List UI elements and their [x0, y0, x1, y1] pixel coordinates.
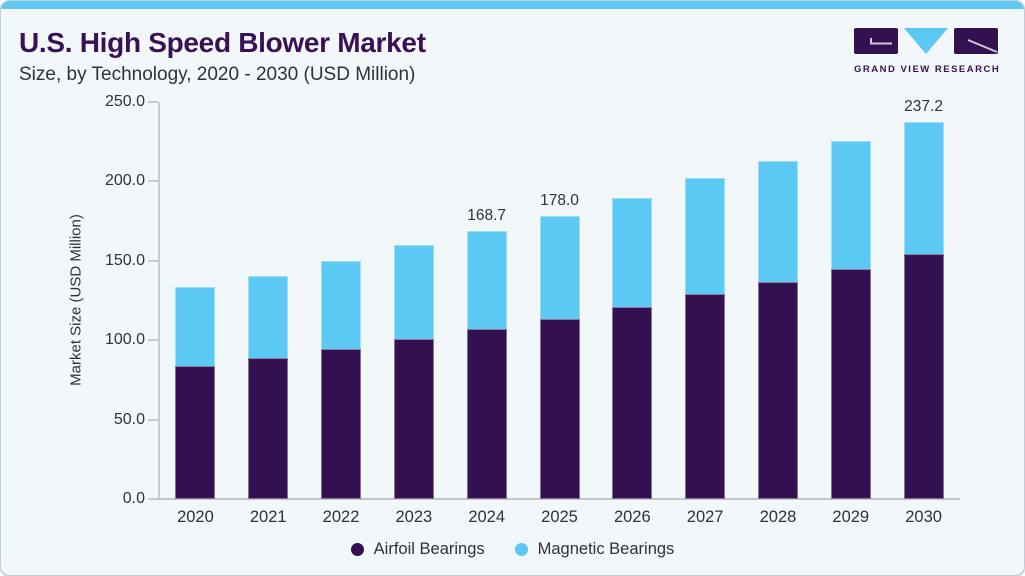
y-tick — [148, 101, 158, 103]
header: U.S. High Speed Blower Market Size, by T… — [19, 27, 426, 86]
x-axis-label-2026: 2026 — [613, 508, 651, 526]
bar-2022[interactable] — [321, 260, 362, 499]
bar-2020[interactable] — [175, 287, 216, 499]
bar-2026[interactable] — [612, 198, 653, 499]
bar-segment-airfoil-2027[interactable] — [685, 294, 726, 499]
bar-segment-magnetic-2023[interactable] — [393, 244, 434, 339]
y-tick — [148, 498, 158, 500]
y-tick-label: 50.0 — [113, 410, 145, 428]
bar-segment-magnetic-2027[interactable] — [685, 178, 726, 295]
legend-label: Magnetic Bearings — [537, 540, 675, 558]
y-tick-label: 250.0 — [104, 93, 145, 110]
y-tick — [148, 180, 158, 183]
x-axis-label-2029: 2029 — [832, 508, 870, 526]
bar-2021[interactable] — [248, 275, 289, 499]
bar-segment-magnetic-2025[interactable] — [539, 216, 580, 319]
bar-total-label-2025: 178.0 — [540, 192, 579, 210]
y-tick-label: 150.0 — [104, 251, 145, 269]
legend-swatch-icon — [514, 543, 528, 556]
bar-2024[interactable] — [466, 231, 507, 499]
bar-2023[interactable] — [393, 244, 434, 499]
top-accent-bar — [1, 1, 1024, 9]
x-axis-label-2025: 2025 — [541, 508, 578, 526]
bar-2028[interactable] — [757, 160, 798, 499]
bar-segment-airfoil-2020[interactable] — [175, 366, 216, 499]
bar-segment-magnetic-2024[interactable] — [466, 231, 507, 330]
bar-segment-magnetic-2030[interactable] — [903, 122, 944, 254]
x-axis-label-2030: 2030 — [905, 508, 942, 526]
bar-segment-airfoil-2026[interactable] — [612, 306, 653, 499]
bar-total-label-2024: 168.7 — [467, 207, 507, 225]
y-axis-line — [158, 102, 160, 499]
page-subtitle: Size, by Technology, 2020 - 2030 (USD Mi… — [19, 64, 416, 85]
bar-segment-magnetic-2029[interactable] — [830, 140, 871, 269]
x-axis-label-2024: 2024 — [468, 508, 506, 526]
legend-label: Airfoil Bearings — [373, 540, 485, 558]
y-tick — [148, 339, 158, 342]
y-tick-label: 100.0 — [104, 331, 145, 349]
bar-segment-magnetic-2021[interactable] — [248, 275, 289, 359]
page-title: U.S. High Speed Blower Market — [19, 27, 426, 58]
legend-item-magnetic-bearings[interactable]: Magnetic Bearings — [514, 540, 675, 559]
bar-segment-airfoil-2024[interactable] — [466, 329, 507, 499]
bar-segment-magnetic-2022[interactable] — [321, 260, 362, 349]
bar-segment-airfoil-2028[interactable] — [757, 282, 798, 499]
legend: Airfoil Bearings Magnetic Bearings — [1, 540, 1024, 559]
bar-segment-airfoil-2030[interactable] — [903, 253, 944, 499]
x-axis-line — [158, 498, 960, 500]
x-axis-label-2022: 2022 — [322, 508, 360, 526]
brand-logo-text: GRAND VIEW RESEARCH — [854, 64, 1001, 75]
bar-segment-airfoil-2029[interactable] — [830, 268, 871, 499]
brand-logo-mark-icon — [854, 28, 998, 54]
x-axis-label-2020: 2020 — [177, 508, 214, 526]
bar-2030[interactable] — [903, 122, 944, 499]
bar-2025[interactable] — [539, 216, 580, 499]
bar-segment-magnetic-2028[interactable] — [757, 160, 798, 283]
bar-segment-magnetic-2020[interactable] — [175, 287, 216, 367]
legend-item-airfoil-bearings[interactable]: Airfoil Bearings — [350, 540, 485, 559]
plot-area: 0.0 50.0 100.0 150.0 200.0 250.0 2020 2021 2022 2… — [105, 93, 960, 526]
y-axis-title: Market Size (USD Million) — [67, 214, 85, 386]
bar-segment-magnetic-2026[interactable] — [612, 198, 653, 307]
bar-2027[interactable] — [685, 178, 726, 499]
bar-segment-airfoil-2021[interactable] — [248, 358, 289, 499]
y-tick — [148, 418, 158, 421]
bar-segment-airfoil-2025[interactable] — [539, 318, 580, 499]
y-tick-label: 0.0 — [122, 490, 145, 507]
bar-2029[interactable] — [830, 140, 871, 499]
bar-segment-airfoil-2023[interactable] — [393, 338, 434, 499]
legend-swatch-icon — [350, 543, 364, 556]
x-axis-label-2027: 2027 — [686, 508, 724, 526]
brand-logo: GRAND VIEW RESEARCH — [854, 28, 1001, 75]
y-tick-label: 200.0 — [104, 172, 145, 190]
bar-total-label-2030: 237.2 — [904, 98, 943, 116]
x-axis-label-2021: 2021 — [249, 508, 287, 526]
bar-segment-airfoil-2022[interactable] — [321, 348, 362, 499]
x-axis-label-2023: 2023 — [395, 508, 433, 526]
x-axis-label-2028: 2028 — [759, 508, 797, 526]
y-tick — [148, 259, 158, 262]
